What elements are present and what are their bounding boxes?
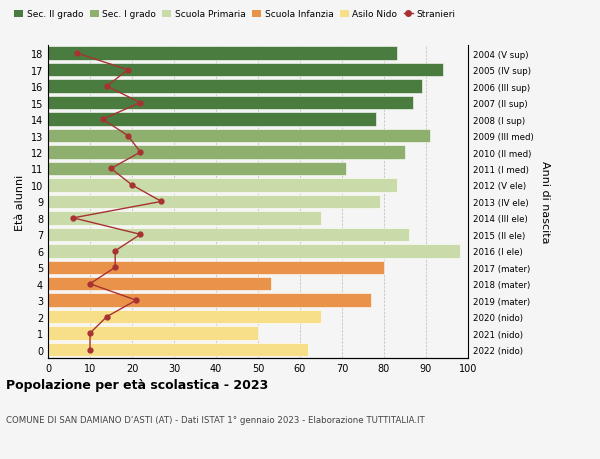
Bar: [48, 179, 397, 192]
Bar: [48, 146, 405, 159]
Bar: [48, 327, 258, 340]
Bar: [48, 80, 422, 94]
Text: Popolazione per età scolastica - 2023: Popolazione per età scolastica - 2023: [6, 379, 268, 392]
Bar: [48, 212, 321, 225]
Bar: [48, 228, 409, 241]
Bar: [48, 64, 443, 77]
Bar: [48, 97, 413, 110]
Bar: [48, 245, 460, 258]
Bar: [48, 294, 371, 307]
Bar: [48, 129, 430, 143]
Bar: [48, 195, 380, 209]
Y-axis label: Anni di nascita: Anni di nascita: [540, 161, 550, 243]
Legend: Sec. II grado, Sec. I grado, Scuola Primaria, Scuola Infanzia, Asilo Nido, Stran: Sec. II grado, Sec. I grado, Scuola Prim…: [11, 7, 459, 23]
Bar: [48, 162, 346, 176]
Bar: [48, 277, 271, 291]
Bar: [48, 310, 321, 324]
Bar: [48, 113, 376, 127]
Bar: [48, 343, 308, 357]
Text: COMUNE DI SAN DAMIANO D'ASTI (AT) - Dati ISTAT 1° gennaio 2023 - Elaborazione TU: COMUNE DI SAN DAMIANO D'ASTI (AT) - Dati…: [6, 415, 425, 425]
Bar: [48, 261, 384, 274]
Y-axis label: Età alunni: Età alunni: [15, 174, 25, 230]
Bar: [48, 47, 397, 61]
